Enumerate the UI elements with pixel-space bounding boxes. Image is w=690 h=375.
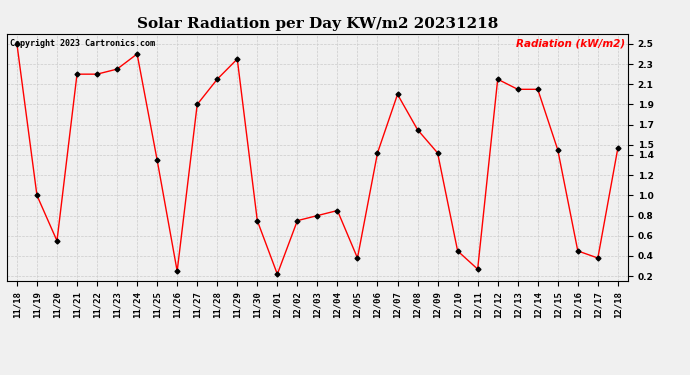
Text: Copyright 2023 Cartronics.com: Copyright 2023 Cartronics.com	[10, 39, 155, 48]
Text: Radiation (kW/m2): Radiation (kW/m2)	[515, 39, 625, 49]
Title: Solar Radiation per Day KW/m2 20231218: Solar Radiation per Day KW/m2 20231218	[137, 17, 498, 31]
